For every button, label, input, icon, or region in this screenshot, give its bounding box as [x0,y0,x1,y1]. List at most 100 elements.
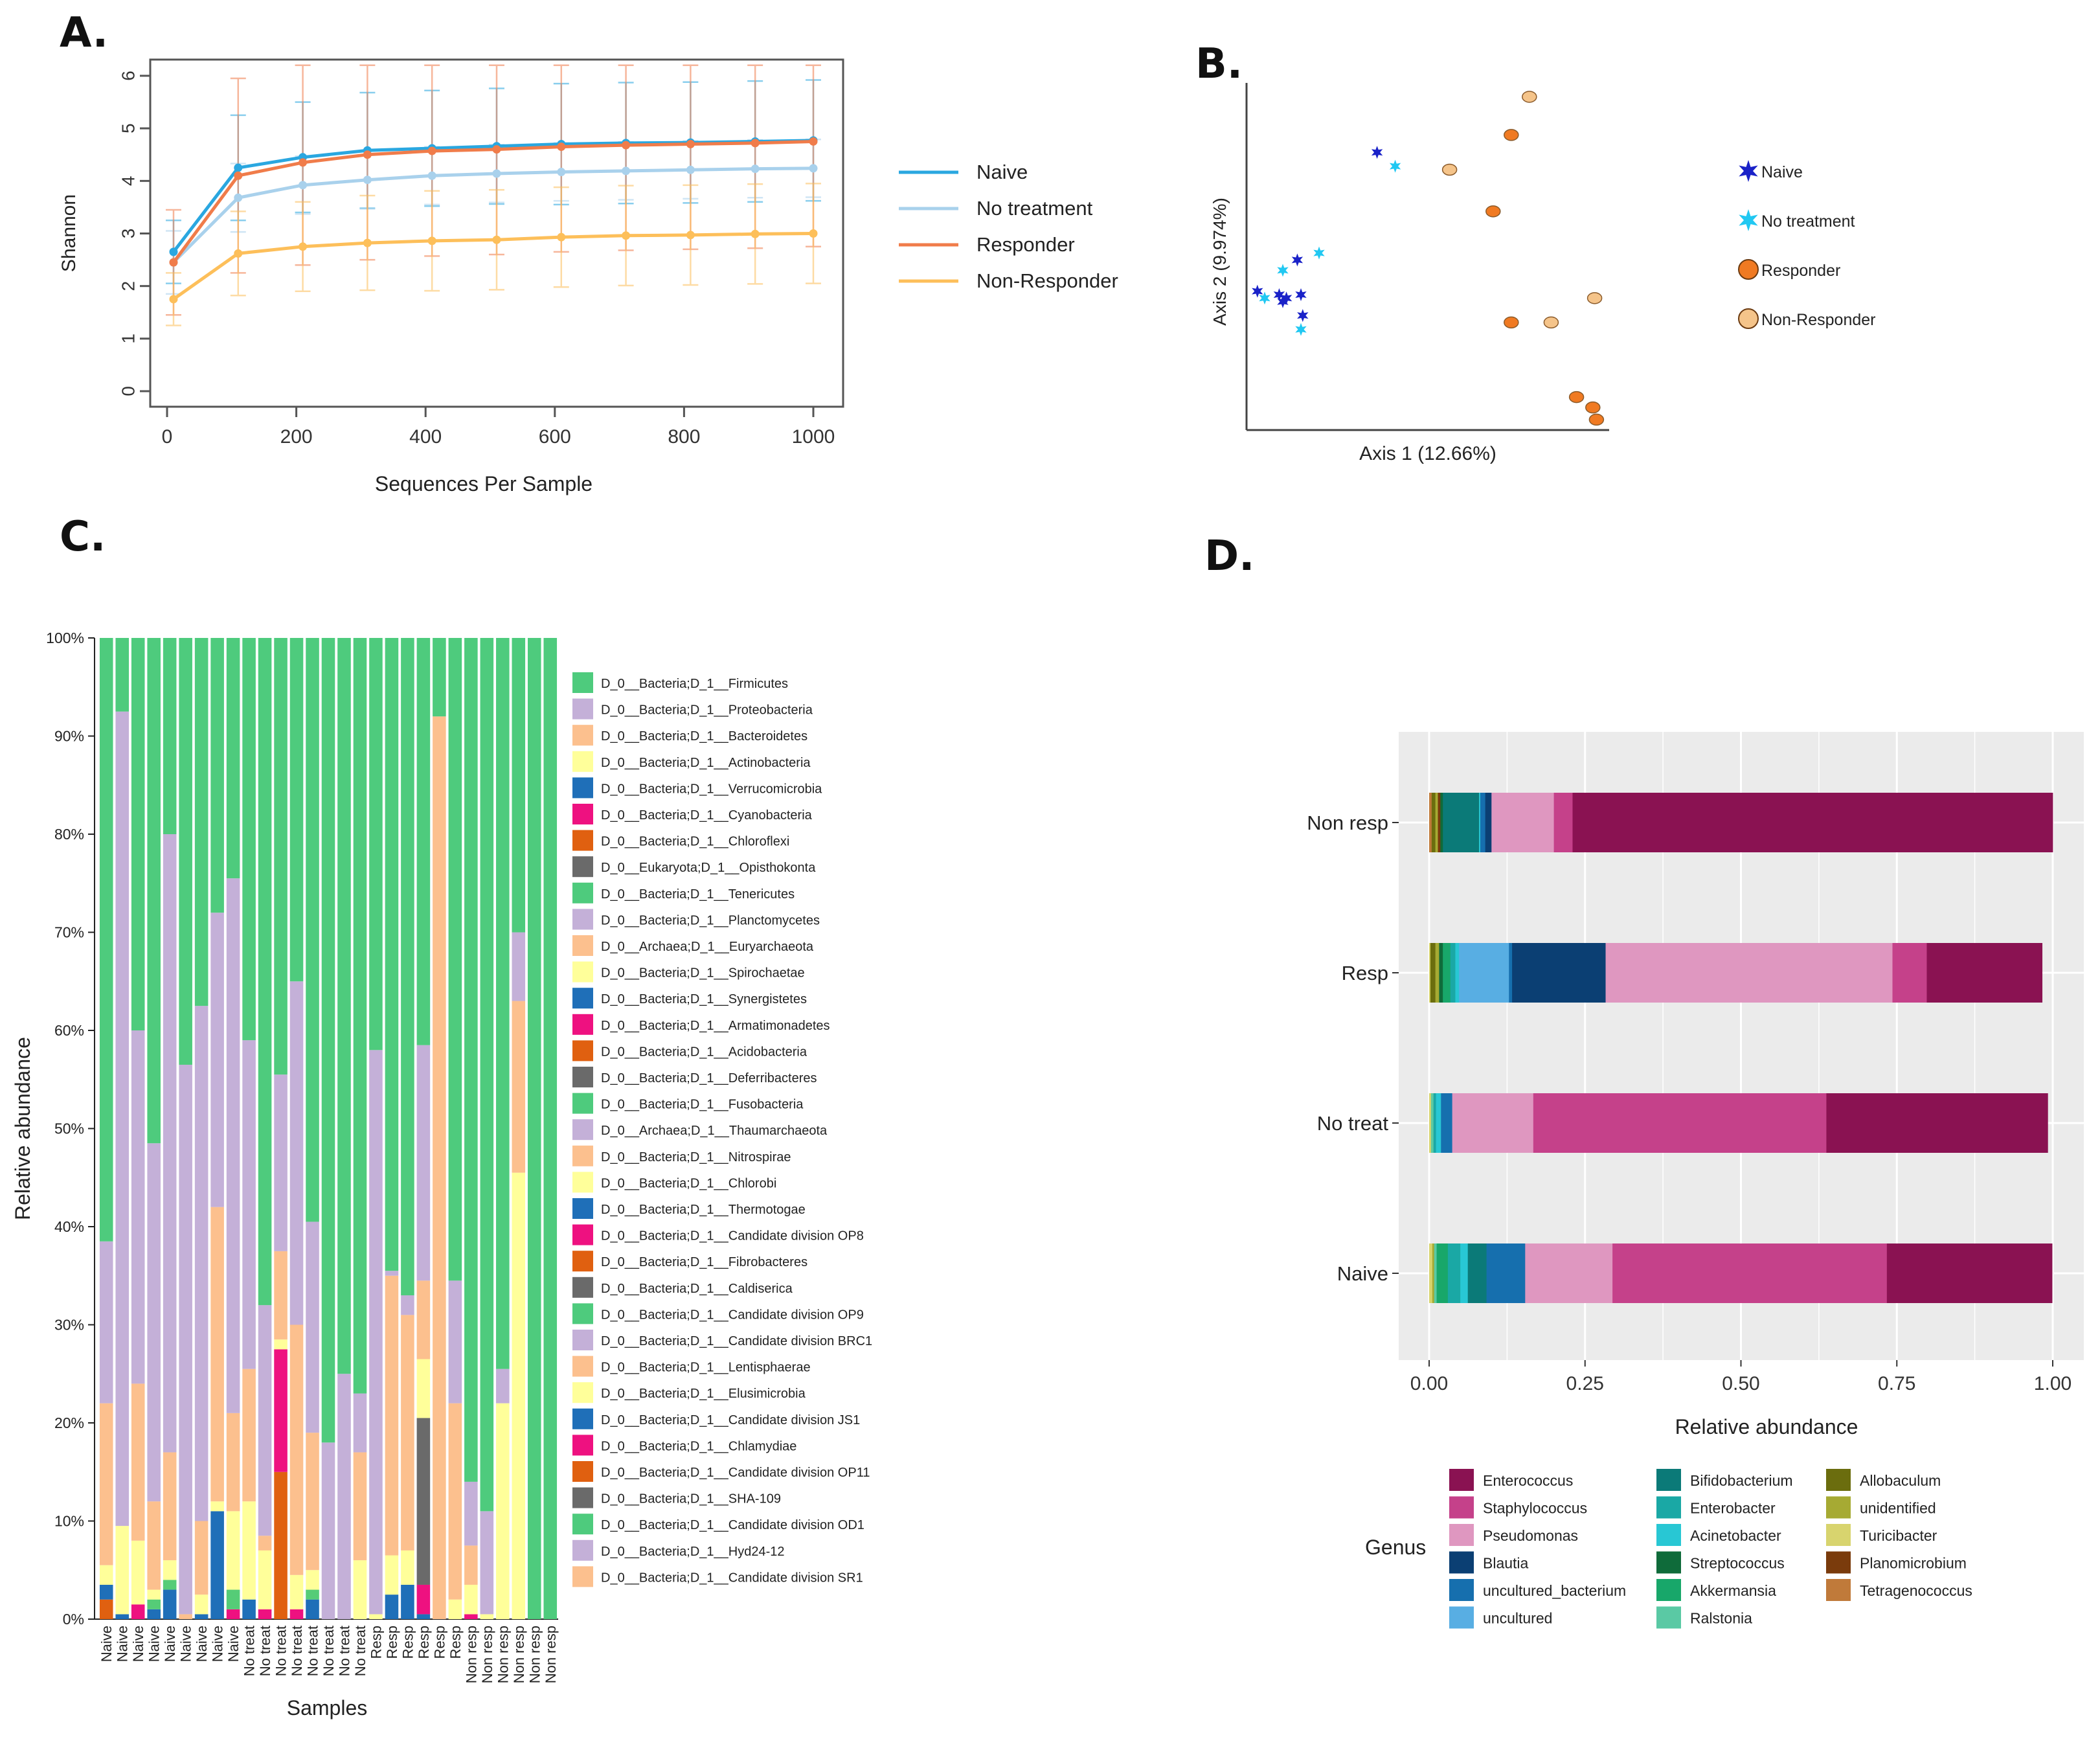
legend-swatch [572,1356,593,1377]
legend-swatch [572,1067,593,1087]
panel-letter-a: A. [60,9,109,57]
legend-label: D_0__Bacteria;D_1__Chloroflexi [601,835,789,849]
bar-segment-bacteroidetes [274,1251,288,1340]
legend-swatch [1656,1551,1681,1574]
legend-label: D_0__Bacteria;D_1__Bacteroidetes [601,729,807,744]
bar-segment-bifidobacterium [1467,1243,1487,1303]
data-point [299,158,308,167]
legend-swatch [1826,1496,1851,1519]
legend-swatch [572,1435,593,1456]
x-tick-label: 0.50 [1722,1373,1759,1394]
x-tick-label: Resp [416,1626,432,1659]
legend-label: D_0__Bacteria;D_1__Tenericutes [601,887,795,902]
data-point [809,229,818,238]
bar-segment-cyanobacteria [274,1349,288,1472]
stacked-bar-row [1429,943,2043,1003]
bar-segment-proteobacteria [274,1074,288,1251]
legend-label: D_0__Bacteria;D_1__SHA-109 [601,1492,781,1506]
data-point [751,165,760,174]
y-tick-label: Resp [1342,962,1388,984]
stacked-bar [448,638,462,1619]
bar-segment-bifidobacterium [1443,793,1480,852]
data-point [809,164,818,173]
y-tick-label: 4 [118,176,138,187]
scatter-point-star [1297,309,1309,323]
stacked-bar [147,638,161,1619]
data-point [492,169,501,178]
bar-segment-firmicutes [416,638,431,1045]
bar-segment-bacteroidetes [385,1275,399,1556]
bar-segment-uncultured_bacterium [1509,943,1513,1003]
bar-segment-proteobacteria [115,711,130,1527]
stacked-bar [385,638,399,1619]
legend-label: D_0__Eukaryota;D_1__Opisthokonta [601,861,816,875]
legend-label: D_0__Bacteria;D_1__Candidate division BR… [601,1334,872,1348]
scatter-point-circle [1441,163,1458,176]
legend-label: Enterococcus [1483,1472,1573,1489]
bar-segment-planomicrobium [1438,793,1441,852]
bar-segment-actinobacteria [464,1584,478,1615]
bar-segment-enterobacter [1450,943,1456,1003]
bar-segment-enterococcus [1886,1243,2053,1303]
bar-segment-firmicutes [210,638,224,913]
legend-swatch [1826,1469,1851,1491]
bar-segment-actinobacteria [480,1614,494,1619]
legend-label: Tetragenococcus [1860,1582,1972,1599]
data-point [234,249,243,258]
legend-label: Staphylococcus [1483,1500,1587,1517]
legend-label: Bifidobacterium [1690,1472,1793,1489]
legend-swatch [572,1539,593,1561]
x-axis-label: Sequences Per Sample [375,472,593,495]
bar-segment-actinobacteria [289,1574,304,1609]
bar-segment-turicibacter [1429,943,1431,1003]
stacked-bar [353,638,367,1619]
y-tick-label: 2 [118,281,138,291]
y-tick-label: 0% [63,1611,84,1628]
legend-swatch [1826,1551,1851,1574]
data-point [363,238,372,247]
bar-segment-tenericutes [163,1580,177,1590]
y-tick-label: 6 [118,71,138,81]
legend-swatch [1656,1496,1681,1519]
legend-label: D_0__Bacteria;D_1__Deferribacteres [601,1071,817,1085]
bar-segment-actinobacteria [258,1550,272,1609]
bar-segment-pseudomonas [1452,1093,1534,1153]
bar-segment-streptococcus [1439,943,1443,1003]
x-tick-label: Naive [178,1626,194,1662]
bar-segment-verrucomicrobia [306,1599,319,1619]
bar-segment-uncultured_bacterium [1480,793,1486,852]
bar-segment-firmicutes [226,638,240,879]
legend-label: D_0__Bacteria;D_1__Verrucomicrobia [601,782,822,796]
stacked-bar [194,638,209,1619]
bar-segment-acinetobacter [1455,943,1460,1003]
x-tick-label: 0.25 [1566,1373,1604,1394]
legend-swatch [1449,1606,1474,1629]
stacked-bar [179,638,192,1619]
bar-segment-actinobacteria [369,1614,383,1619]
legend-swatch [1656,1469,1681,1491]
x-tick-label: 200 [280,426,313,448]
legend-label: D_0__Archaea;D_1__Euryarchaeota [601,940,814,954]
bar-segment-bacteroidetes [306,1433,319,1571]
bar-segment-verrucomicrobia [416,1614,431,1619]
bar-segment-firmicutes [289,638,304,982]
bar-segment-enterococcus [1572,793,2053,852]
stacked-bar [274,638,288,1619]
x-tick-label: Naive [146,1626,163,1662]
x-axis-label: Axis 1 (12.66%) [1359,443,1496,464]
data-point [622,141,631,150]
bar-segment-cyanobacteria [258,1609,272,1619]
y-tick-label: 0 [118,386,138,396]
x-tick-label: Non resp [511,1626,527,1683]
stacked-bar [480,638,494,1619]
legend-label: Naive [1761,163,1803,181]
scatter-point-star [1259,291,1270,305]
scatter-point-star [1295,323,1307,336]
bar-segment-actinobacteria [194,1595,209,1615]
y-tick-label: 1 [118,334,138,344]
data-point [427,146,436,155]
bar-segment-bacteroidetes [416,1280,431,1359]
bar-segment-firmicutes [306,638,319,1222]
bar-segment-firmicutes [369,638,383,1050]
bar-segment-actinobacteria [353,1560,367,1619]
